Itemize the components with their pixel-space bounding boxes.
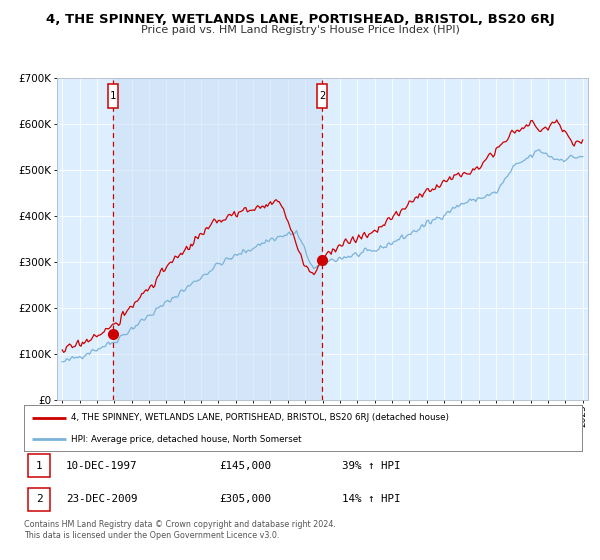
Text: 2: 2 bbox=[35, 494, 43, 504]
FancyBboxPatch shape bbox=[28, 454, 50, 477]
Text: 1: 1 bbox=[110, 91, 116, 101]
Text: 4, THE SPINNEY, WETLANDS LANE, PORTISHEAD, BRISTOL, BS20 6RJ (detached house): 4, THE SPINNEY, WETLANDS LANE, PORTISHEA… bbox=[71, 413, 449, 422]
Text: 23-DEC-2009: 23-DEC-2009 bbox=[66, 494, 137, 504]
Text: HPI: Average price, detached house, North Somerset: HPI: Average price, detached house, Nort… bbox=[71, 435, 302, 444]
Text: 39% ↑ HPI: 39% ↑ HPI bbox=[342, 461, 401, 471]
Bar bbox=[113, 78, 322, 400]
Text: 4, THE SPINNEY, WETLANDS LANE, PORTISHEAD, BRISTOL, BS20 6RJ: 4, THE SPINNEY, WETLANDS LANE, PORTISHEA… bbox=[46, 13, 554, 26]
FancyBboxPatch shape bbox=[317, 84, 327, 108]
Text: £145,000: £145,000 bbox=[220, 461, 271, 471]
Text: £305,000: £305,000 bbox=[220, 494, 271, 504]
Text: Price paid vs. HM Land Registry's House Price Index (HPI): Price paid vs. HM Land Registry's House … bbox=[140, 25, 460, 35]
Text: Contains HM Land Registry data © Crown copyright and database right 2024.
This d: Contains HM Land Registry data © Crown c… bbox=[24, 520, 336, 540]
FancyBboxPatch shape bbox=[109, 84, 118, 108]
Text: 2: 2 bbox=[319, 91, 325, 101]
Text: 14% ↑ HPI: 14% ↑ HPI bbox=[342, 494, 401, 504]
Text: 10-DEC-1997: 10-DEC-1997 bbox=[66, 461, 137, 471]
Text: 1: 1 bbox=[35, 461, 43, 471]
FancyBboxPatch shape bbox=[28, 488, 50, 511]
